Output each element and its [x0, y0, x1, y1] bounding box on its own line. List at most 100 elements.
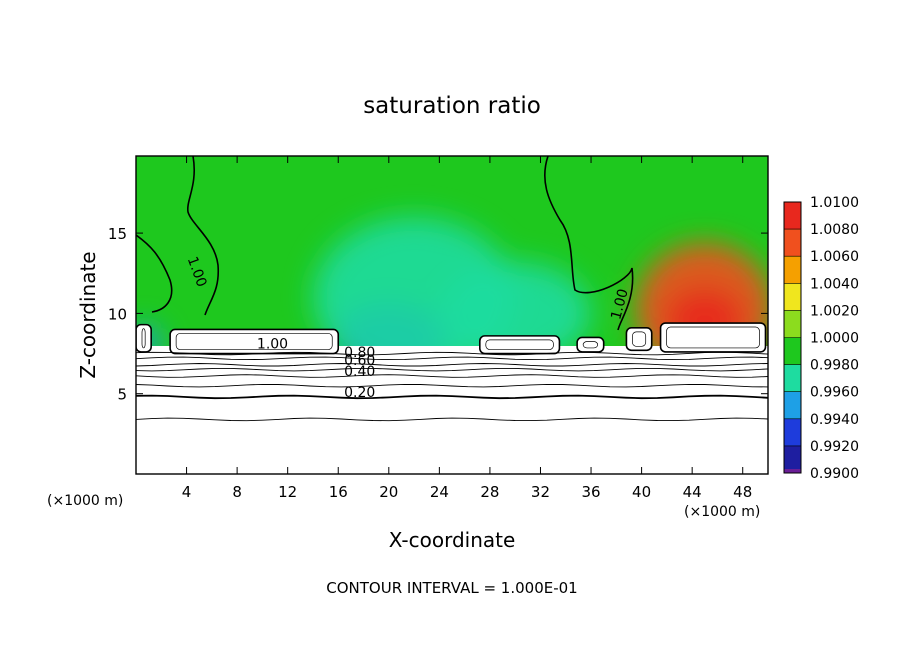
chart-title: saturation ratio — [363, 93, 541, 119]
cloud-patch-2 — [479, 335, 561, 355]
colorbar: 1.0100 1.0080 1.0060 1.0040 1.0020 1.0000 0.99… — [783, 195, 859, 482]
colorbar-band — [784, 364, 801, 372]
x-tick-label-8: 36 — [581, 483, 600, 501]
contour-line-2 — [136, 383, 768, 388]
colorbar-band — [784, 303, 801, 311]
colorbar-band — [784, 249, 801, 257]
colorbar-band — [784, 229, 801, 237]
colorbar-band — [784, 391, 801, 399]
x-unit-right: (×1000 m) — [684, 504, 760, 520]
contour-label-6: 0.20 — [344, 385, 375, 401]
y-axis-ticks: 5 10 15 — [108, 225, 768, 404]
colorbar-band — [784, 378, 801, 386]
x-tick-label-0: 4 — [182, 483, 192, 501]
subsaturated-band — [136, 346, 768, 474]
colorbar-band — [784, 310, 801, 318]
contour-line-5 — [136, 363, 768, 367]
contour-line-3 — [136, 374, 768, 378]
cloud-inner-contour-2 — [485, 339, 554, 350]
colorbar-band — [784, 351, 801, 359]
colorbar-band — [784, 405, 801, 413]
colorbar-band — [784, 215, 801, 223]
colorbar-band — [784, 418, 801, 427]
colorbar-band — [784, 452, 801, 460]
x-tick-label-2: 12 — [278, 483, 297, 501]
plot-frame — [135, 155, 769, 475]
colorbar-band — [784, 296, 801, 305]
contour-labels: 1.001.001.000.800.600.400.20 — [184, 254, 632, 400]
colorbar-band — [784, 208, 801, 217]
colorbar-band — [784, 425, 801, 433]
contour-label-3: 0.80 — [344, 345, 375, 361]
y-tick-label-1: 10 — [108, 305, 127, 323]
y-axis-label: Z-coordinate — [76, 251, 100, 378]
y-tick-label-0: 5 — [117, 386, 127, 404]
contour-label-4: 0.60 — [344, 353, 375, 369]
colorbar-label-4: 1.0020 — [810, 303, 859, 319]
cloud-patch-3 — [576, 336, 605, 353]
colorbar-band — [784, 235, 801, 244]
colorbar-band — [784, 323, 801, 332]
colorbar-label-10: 0.9900 — [810, 466, 859, 482]
colorbar-label-8: 0.9940 — [810, 412, 859, 428]
cloud-inner-contour-5 — [666, 326, 760, 349]
contour-line-1 — [136, 394, 768, 400]
colorbar-label-1: 1.0080 — [810, 222, 859, 238]
contour-lines — [136, 156, 768, 422]
x-tick-label-7: 32 — [531, 483, 550, 501]
colorbar-band — [784, 276, 801, 284]
colorbar-band-bottom — [784, 469, 801, 473]
x-tick-label-5: 24 — [430, 483, 449, 501]
colorbar-band — [784, 283, 801, 291]
colorbar-band — [784, 330, 801, 338]
colorbar-band — [784, 222, 801, 230]
x-axis-label: X-coordinate — [389, 528, 516, 552]
contour-line-4 — [136, 367, 768, 372]
cloud-inner-contour-0 — [141, 328, 146, 349]
colorbar-band — [784, 459, 801, 467]
x-tick-label-11: 48 — [733, 483, 752, 501]
colorbar-band — [784, 262, 801, 271]
cloud-patch-4 — [625, 327, 653, 352]
contour-label-2: 1.00 — [608, 287, 632, 321]
contour-label-1: 1.00 — [257, 337, 288, 353]
cloud-patch-1 — [169, 328, 340, 355]
colorbar-band — [784, 445, 801, 454]
colorbar-band — [784, 242, 801, 250]
colorbar-label-2: 1.0060 — [810, 249, 859, 265]
colorbar-band — [784, 432, 801, 440]
x-tick-label-1: 8 — [232, 483, 242, 501]
contour-label-5: 0.40 — [344, 364, 375, 380]
contour-line-6 — [136, 356, 768, 361]
colorbar-band — [784, 256, 801, 264]
x-tick-label-10: 44 — [683, 483, 702, 501]
cloud-patch-5 — [659, 322, 767, 353]
colorbar-label-5: 1.0000 — [810, 331, 859, 347]
colorbar-band — [784, 344, 801, 352]
y-tick-label-2: 15 — [108, 225, 127, 243]
x-tick-label-4: 20 — [379, 483, 398, 501]
colorbar-label-6: 0.9980 — [810, 358, 859, 374]
colorbar-band — [784, 412, 801, 420]
contour-interval-footer: CONTOUR INTERVAL = 1.000E-01 — [326, 579, 577, 597]
colorbar-band — [784, 357, 801, 366]
colorbar-band — [784, 384, 801, 393]
colorbar-band — [784, 202, 801, 210]
contour-one-curve-2 — [544, 156, 634, 331]
x-tick-label-6: 28 — [480, 483, 499, 501]
cloud-inner-contour-4 — [632, 331, 647, 347]
colorbar-band — [784, 398, 801, 406]
cloud-inner-contour-3 — [582, 341, 599, 349]
x-tick-label-3: 16 — [329, 483, 348, 501]
plot-area: 1.001.001.000.800.600.400.20 — [136, 156, 768, 474]
colorbar-label-0: 1.0100 — [810, 195, 859, 211]
x-unit-left: (×1000 m) — [47, 493, 123, 509]
cloud-patch-0 — [136, 323, 152, 353]
contour-one-curve-1 — [136, 234, 173, 313]
colorbar-label-3: 1.0040 — [810, 276, 859, 292]
colorbar-band — [784, 439, 801, 447]
contour-line-0 — [136, 417, 768, 422]
contour-one-curve-0 — [187, 156, 220, 316]
colorbar-band — [784, 269, 801, 278]
